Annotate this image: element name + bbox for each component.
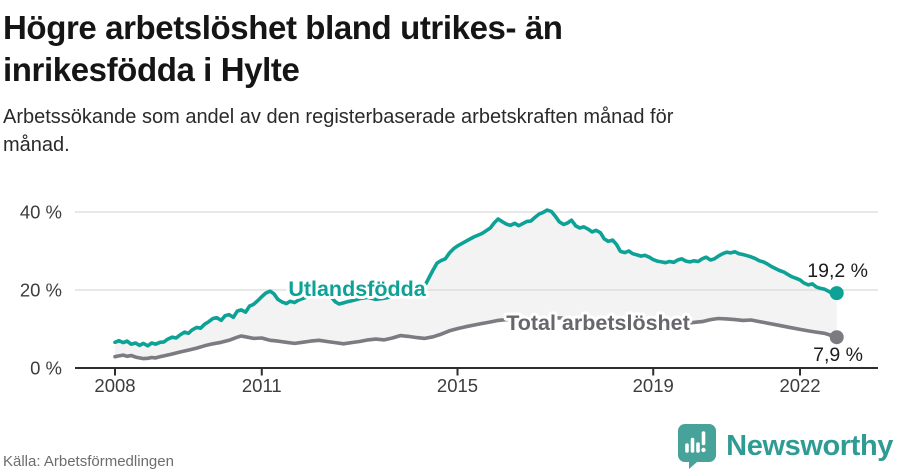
newsworthy-logo: Newsworthy [677,423,893,469]
y-tick-label-40: 40 % [20,202,62,223]
end-dot-layer [829,286,844,345]
series-label-total: Total arbetslöshet [506,311,690,335]
page-title: Högre arbetslöshet bland utrikes- än inr… [3,7,888,90]
end-dot-total [829,330,844,345]
x-tick-label-2019: 2019 [633,375,674,396]
title-line-2: inrikesfödda i Hylte [3,50,300,88]
chart-subtitle: Arbetssökande som andel av den registerb… [3,103,888,159]
mini-bar-chart [685,431,706,453]
series-label-utlandsfodda: Utlandsfödda [288,277,426,301]
series-line-layer [113,208,839,361]
header: Högre arbetslöshet bland utrikes- än inr… [0,0,900,159]
area-fill-layer [115,210,837,359]
label-layer: 0 % 20 % 40 % 2008 2011 2015 2019 2022 Utlandsfö… [20,202,868,397]
subtitle-line-1: Arbetssökande som andel av den registerb… [3,106,674,129]
end-value-label-utlandsfodda: 19,2 % [807,260,868,282]
y-tick-label-0: 0 % [30,358,62,379]
title-line-1: Högre arbetslöshet bland utrikes- än [3,9,563,46]
area-between-series [115,210,837,359]
y-tick-label-20: 20 % [20,280,62,301]
newsworthy-wordmark: Newsworthy [726,429,893,462]
axis-layer [75,367,878,376]
series-line-utlandsfodda [113,208,839,348]
x-tick-label-2008: 2008 [94,375,135,396]
end-dot-utlandsfodda [829,286,844,301]
speech-bubble-bar-chart-icon [678,424,717,469]
gridline-layer [75,211,878,291]
source-credit: Källa: Arbetsförmedlingen [3,453,174,470]
subtitle-line-2: månad. [3,134,70,157]
line-chart: 0 % 20 % 40 % 2008 2011 2015 2019 2022 Utlandsfö… [0,183,900,411]
x-tick-label-2015: 2015 [437,375,478,396]
line-chart-svg: 0 % 20 % 40 % 2008 2011 2015 2019 2022 Utlandsfö… [20,202,878,397]
x-tick-label-2011: 2011 [242,375,282,396]
x-tick-label-2022: 2022 [779,375,820,396]
end-value-label-total: 7,9 % [813,344,863,366]
series-line-total [113,315,839,361]
exclamation-dot [701,447,706,453]
